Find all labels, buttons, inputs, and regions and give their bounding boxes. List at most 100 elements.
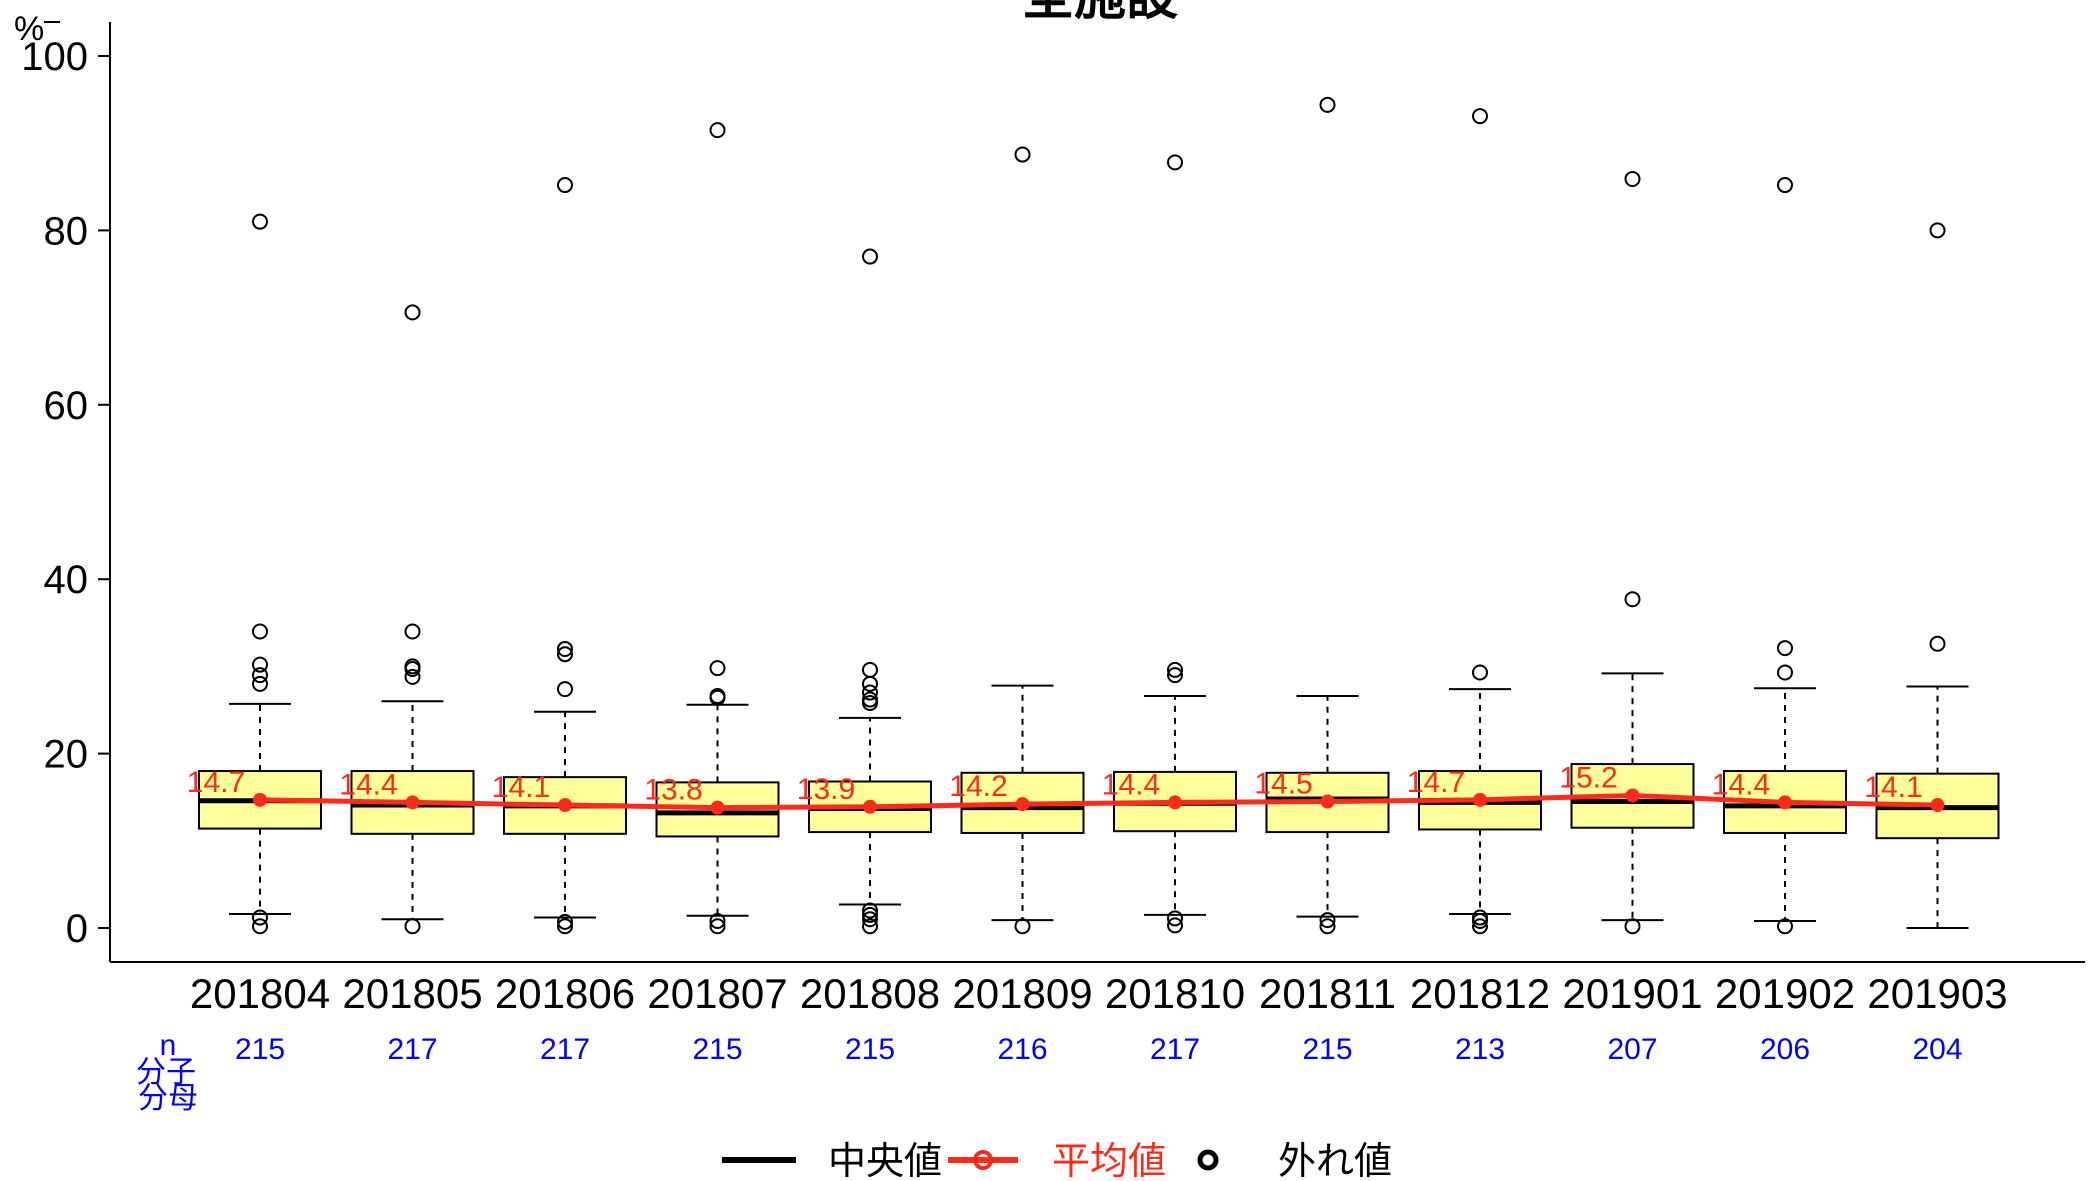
outlier-point [1472, 664, 1488, 681]
mean-point [1320, 794, 1335, 809]
mean-value-label: 14.7 [187, 766, 245, 799]
n-value: 207 [1607, 1033, 1657, 1066]
box-group [1113, 154, 1237, 934]
box-group [1418, 108, 1542, 935]
x-tick-label: 201812 [1410, 970, 1550, 1017]
outlier-point [1319, 96, 1336, 113]
outlier-point [1319, 912, 1336, 929]
box-group [960, 146, 1085, 935]
outlier-point [252, 656, 268, 673]
x-tick-label: 201902 [1715, 970, 1855, 1017]
n-value: 213 [1455, 1033, 1505, 1066]
outlier-point [404, 623, 421, 640]
mean-value-label: 13.8 [644, 774, 702, 807]
outlier-point [1319, 918, 1336, 935]
n-value: 215 [235, 1033, 285, 1066]
outlier-point [1777, 640, 1793, 657]
mean-value-label: 14.7 [1407, 766, 1465, 799]
outlier-point [709, 660, 726, 677]
n-value: 217 [1150, 1033, 1200, 1066]
mean-point [1930, 798, 1945, 813]
legend-mean-label: 平均値 [1052, 1141, 1166, 1181]
outlier-point [557, 177, 573, 194]
x-tick-label: 201811 [1259, 970, 1396, 1017]
x-tick-label: 201901 [1562, 970, 1702, 1017]
outlier-point [709, 122, 726, 139]
n-value: 216 [997, 1033, 1047, 1066]
mean-value-label: 14.4 [1102, 768, 1160, 801]
legend-outlier-label: 外れ値 [1278, 1141, 1392, 1181]
x-tick-label: 201810 [1105, 970, 1245, 1017]
box-group [503, 177, 627, 935]
box-series [198, 96, 2000, 935]
box-group [1723, 177, 1847, 935]
outlier-point [1167, 667, 1183, 684]
mean-point [405, 795, 420, 810]
axes: 0 20 40 60 80 100 201804 201805 201806 201807 2018… [21, 21, 2085, 1017]
numerator-label: 分子 [136, 1056, 196, 1089]
outlier-point [1624, 918, 1641, 935]
denominator-label: 分母 [138, 1082, 198, 1115]
outlier-point [1167, 154, 1183, 171]
outlier-point [1472, 909, 1488, 926]
mean-point [1473, 792, 1487, 807]
outlier-point [862, 661, 878, 678]
box-group [1875, 222, 2000, 929]
mean-point [1625, 788, 1640, 803]
box-group [1570, 170, 1695, 935]
outlier-point [862, 918, 878, 935]
outlier-point [404, 918, 421, 935]
x-tick-label: 201808 [800, 970, 940, 1017]
outlier-point [404, 658, 421, 675]
mean-line [259, 792, 1938, 811]
n-value: 206 [1760, 1033, 1810, 1066]
box-group [808, 248, 932, 935]
outlier-point [557, 913, 573, 930]
n-value: 215 [845, 1033, 895, 1066]
outlier-point [709, 913, 726, 930]
outlier-point [862, 902, 878, 919]
mean-value-label: 13.9 [797, 773, 855, 806]
legend: 中央値 平均値 外れ値 [722, 1141, 1392, 1181]
outlier-point [709, 688, 726, 705]
mean-point [863, 799, 877, 814]
outlier-point [252, 909, 268, 926]
mean-value-label: 14.5 [1254, 768, 1312, 801]
box-group [198, 213, 322, 935]
mean-value-label: 14.4 [339, 768, 397, 801]
outlier-point [1167, 917, 1183, 934]
outlier-point [557, 918, 573, 935]
y-tick-label: 60 [44, 384, 89, 428]
y-tick-label: 80 [44, 209, 89, 253]
x-tick-label: 201809 [952, 970, 1092, 1017]
n-value: 215 [1302, 1033, 1352, 1066]
mean-point [710, 800, 725, 815]
x-tick-label: 201807 [647, 970, 787, 1017]
outlier-point [862, 906, 878, 923]
mean-point [1778, 795, 1792, 810]
outlier-point [1929, 635, 1946, 652]
outlier-point [1777, 918, 1793, 935]
n-value: 217 [540, 1033, 590, 1066]
outlier-point [862, 675, 878, 692]
mean-value-label: 14.4 [1712, 768, 1770, 801]
outlier-point [404, 304, 421, 321]
y-tick-label: 0 [66, 907, 88, 951]
outlier-point [252, 675, 268, 692]
y-unit-label: % [14, 10, 44, 48]
outlier-point [252, 667, 268, 684]
mean-point [1015, 797, 1030, 812]
box-group [350, 304, 475, 935]
outlier-point [1014, 918, 1031, 935]
x-tick-label: 201806 [495, 970, 635, 1017]
mean-point [253, 792, 267, 807]
outlier-point [252, 213, 268, 230]
outlier-point [404, 668, 421, 685]
mean-value-label: 15.2 [1559, 761, 1617, 794]
outlier-point [1167, 910, 1183, 927]
mean-value-label: 14.1 [1864, 771, 1922, 804]
mean-point [558, 798, 572, 813]
